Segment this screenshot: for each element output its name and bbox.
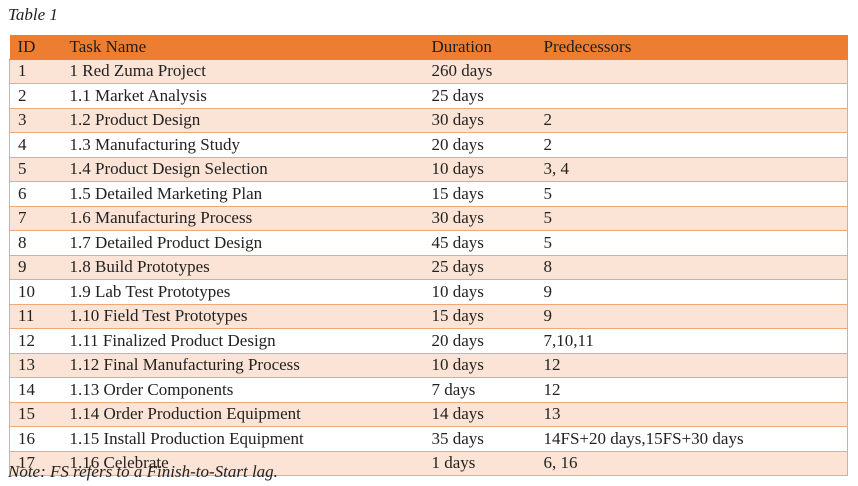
cell-duration: 260 days [423, 59, 536, 84]
cell-predecessors: 9 [535, 304, 848, 329]
cell-task-name: 1.4 Product Design Selection [61, 157, 424, 182]
cell-duration: 7 days [423, 377, 536, 403]
table-row: 5 1.4 Product Design Selection 10 days 3, 4 [9, 157, 848, 182]
cell-id: 14 [9, 377, 62, 403]
cell-duration: 10 days [423, 279, 536, 305]
cell-task-name: 1.9 Lab Test Prototypes [61, 279, 424, 305]
cell-duration: 1 days [423, 451, 536, 476]
cell-duration: 15 days [423, 181, 536, 207]
cell-duration: 10 days [423, 353, 536, 378]
cell-id: 9 [9, 255, 62, 280]
cell-id: 5 [9, 157, 62, 182]
cell-predecessors: 9 [535, 279, 848, 305]
cell-task-name: 1.7 Detailed Product Design [61, 230, 424, 256]
cell-id: 13 [9, 353, 62, 378]
cell-id: 12 [9, 328, 62, 354]
cell-duration: 14 days [423, 402, 536, 427]
cell-id: 6 [9, 181, 62, 207]
cell-task-name: 1.6 Manufacturing Process [61, 206, 424, 231]
cell-duration: 10 days [423, 157, 536, 182]
cell-predecessors [535, 59, 848, 84]
cell-predecessors: 8 [535, 255, 848, 280]
cell-predecessors [535, 83, 848, 109]
table-row: 9 1.8 Build Prototypes 25 days 8 [9, 255, 848, 280]
cell-predecessors: 12 [535, 353, 848, 378]
cell-task-name: 1.16 Celebrate [61, 451, 424, 476]
cell-id: 7 [9, 206, 62, 231]
cell-predecessors: 5 [535, 181, 848, 207]
table-note: Note: FS refers to a Finish-to-Start lag… [8, 462, 278, 481]
cell-task-name: 1.2 Product Design [61, 108, 424, 133]
cell-task-name: 1.5 Detailed Marketing Plan [61, 181, 424, 207]
cell-task-name: 1.13 Order Components [61, 377, 424, 403]
cell-predecessors: 12 [535, 377, 848, 403]
table-row: 15 1.14 Order Production Equipment 14 days… [9, 402, 848, 427]
table-row: 11 1.10 Field Test Prototypes 15 days 9 [9, 304, 848, 329]
cell-duration: 25 days [423, 255, 536, 280]
cell-id: 8 [9, 230, 62, 256]
table-row: 4 1.3 Manufacturing Study 20 days 2 [9, 132, 848, 158]
table-row: 13 1.12 Final Manufacturing Process 10 day… [9, 353, 848, 378]
cell-predecessors: 2 [535, 108, 848, 133]
header-duration: Duration [423, 35, 536, 60]
cell-id: 17 [9, 451, 62, 476]
table-row: 6 1.5 Detailed Marketing Plan 15 days 5 [9, 181, 848, 207]
cell-predecessors: 14FS+20 days,15FS+30 days [535, 426, 848, 452]
cell-predecessors: 2 [535, 132, 848, 158]
cell-task-name: 1.11 Finalized Product Design [61, 328, 424, 354]
cell-duration: 30 days [423, 108, 536, 133]
table-row: 12 1.11 Finalized Product Design 20 days 7,… [9, 328, 848, 354]
table-row: 3 1.2 Product Design 30 days 2 [9, 108, 848, 133]
table-row: 2 1.1 Market Analysis 25 days [9, 83, 848, 109]
cell-predecessors: 13 [535, 402, 848, 427]
cell-task-name: 1.14 Order Production Equipment [61, 402, 424, 427]
cell-task-name: 1.8 Build Prototypes [61, 255, 424, 280]
cell-task-name: 1.15 Install Production Equipment [61, 426, 424, 452]
cell-duration: 20 days [423, 132, 536, 158]
cell-task-name: 1.1 Market Analysis [61, 83, 424, 109]
cell-id: 11 [9, 304, 62, 329]
cell-task-name: 1.12 Final Manufacturing Process [61, 353, 424, 378]
cell-task-name: 1.10 Field Test Prototypes [61, 304, 424, 329]
table-row: 7 1.6 Manufacturing Process 30 days 5 [9, 206, 848, 231]
cell-predecessors: 3, 4 [535, 157, 848, 182]
cell-predecessors: 6, 16 [535, 451, 848, 476]
cell-predecessors: 5 [535, 230, 848, 256]
table-row: 10 1.9 Lab Test Prototypes 10 days 9 [9, 279, 848, 305]
cell-id: 16 [9, 426, 62, 452]
table-header: ID Task Name Duration Predecessors [9, 35, 848, 60]
table-row: 17 1.16 Celebrate 1 days 6, 16 [9, 451, 848, 476]
cell-duration: 30 days [423, 206, 536, 231]
cell-predecessors: 5 [535, 206, 848, 231]
header-predecessors: Predecessors [535, 35, 848, 60]
cell-id: 10 [9, 279, 62, 305]
cell-task-name: 1.3 Manufacturing Study [61, 132, 424, 158]
table-row: 14 1.13 Order Components 7 days 12 [9, 377, 848, 403]
header-task-name: Task Name [61, 35, 424, 60]
cell-duration: 20 days [423, 328, 536, 354]
cell-predecessors: 7,10,11 [535, 328, 848, 354]
cell-duration: 45 days [423, 230, 536, 256]
cell-id: 15 [9, 402, 62, 427]
cell-id: 3 [9, 108, 62, 133]
cell-duration: 25 days [423, 83, 536, 109]
cell-duration: 35 days [423, 426, 536, 452]
table-row: 16 1.15 Install Production Equipment 35 da… [9, 426, 848, 452]
cell-id: 4 [9, 132, 62, 158]
table-caption: Table 1 [8, 5, 58, 24]
header-id: ID [9, 35, 62, 60]
table-row: 8 1.7 Detailed Product Design 45 days 5 [9, 230, 848, 256]
cell-id: 1 [9, 59, 62, 84]
header-row: ID Task Name Duration Predecessors [9, 35, 848, 60]
cell-duration: 15 days [423, 304, 536, 329]
cell-id: 2 [9, 83, 62, 109]
cell-task-name: 1 Red Zuma Project [61, 59, 424, 84]
